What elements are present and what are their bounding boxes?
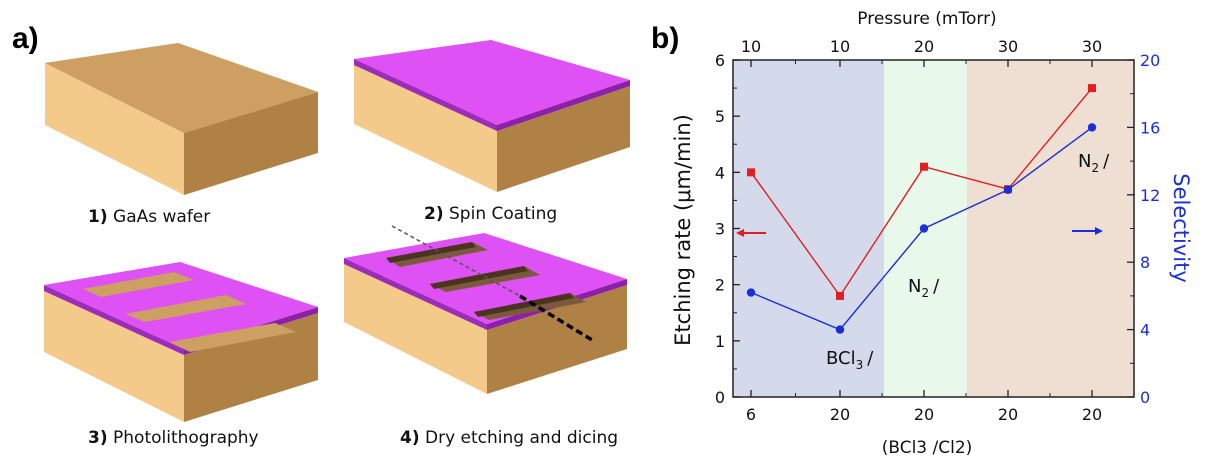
right-tick-label: 20	[1140, 51, 1160, 70]
etching-rate-point	[836, 291, 844, 300]
etching-rate-point	[1088, 84, 1096, 93]
left-axis-arrow-icon	[736, 229, 766, 237]
right-tick-label: 8	[1140, 253, 1150, 272]
right-axis-arrow-icon	[1072, 227, 1103, 235]
annotation-n2-second: N2/	[1078, 151, 1110, 175]
top-tick-label: 10	[830, 37, 850, 56]
right-axis-title: Selectivity	[1169, 173, 1193, 283]
top-axis-title: Pressure (mTorr)	[857, 9, 996, 29]
right-tick-label: 4	[1140, 321, 1150, 340]
shaded-regions	[733, 60, 1134, 397]
bottom-tick-label: 20	[914, 405, 934, 424]
selectivity-point	[919, 224, 929, 233]
panel-a-label: a)	[12, 22, 39, 55]
left-tick-label: 4	[715, 163, 725, 182]
bottom-axis-title: (BCl3 /Cl2)	[882, 438, 973, 458]
step2-spin-coating	[354, 40, 630, 192]
region-bcl3	[733, 60, 884, 397]
annotation-n2-first: N2/	[908, 276, 940, 300]
selectivity-point	[1087, 123, 1097, 132]
right-tick-label: 16	[1140, 118, 1160, 137]
step1-caption: 1) GaAs wafer	[88, 207, 210, 227]
bottom-tick-label: 6	[746, 405, 756, 424]
selectivity-point	[835, 325, 845, 334]
left-tick-label: 0	[715, 388, 725, 407]
step3-photolithography	[44, 262, 318, 422]
process-diagram: a) 1) GaAs wafer 2) Spin Coating 3) Phot…	[12, 22, 630, 448]
left-axis-title: Etching rate (μm/min)	[671, 114, 695, 346]
right-tick-label: 0	[1140, 388, 1150, 407]
annotation-bcl3: BCl3/	[826, 348, 874, 372]
step2-caption: 2) Spin Coating	[424, 204, 557, 224]
right-tick-label: 12	[1140, 186, 1160, 205]
top-tick-label: 30	[998, 37, 1018, 56]
panel-b-label: b)	[651, 22, 679, 55]
left-tick-label: 3	[715, 220, 725, 239]
step4-caption: 4) Dry etching and dicing	[400, 428, 618, 448]
selectivity-point	[746, 288, 756, 297]
left-tick-label: 6	[715, 51, 725, 70]
left-tick-label: 2	[715, 276, 725, 295]
etching-rate-point	[747, 168, 755, 177]
step3-caption: 3) Photolithography	[88, 428, 259, 448]
etching-rate-point	[920, 162, 928, 171]
top-tick-label: 10	[741, 37, 761, 56]
step1-wafer	[45, 43, 318, 195]
top-tick-label: 30	[1082, 37, 1102, 56]
step4-dry-etching	[344, 225, 627, 394]
selectivity-point	[1003, 185, 1013, 194]
region-n2-second	[967, 60, 1134, 397]
left-tick-label: 5	[715, 107, 725, 126]
bottom-tick-label: 20	[998, 405, 1018, 424]
left-tick-label: 1	[715, 332, 725, 351]
bottom-tick-label: 20	[830, 405, 850, 424]
data-series	[746, 84, 1097, 334]
bottom-tick-label: 20	[1082, 405, 1102, 424]
top-tick-label: 20	[914, 37, 934, 56]
